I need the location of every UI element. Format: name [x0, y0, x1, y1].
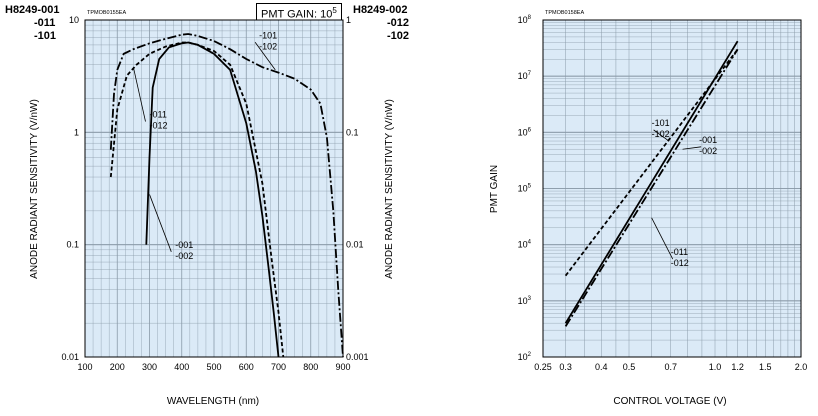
right-x-tick-label: 1.5 — [759, 362, 772, 372]
left-y-tick-label: 1 — [74, 127, 79, 137]
right-y-tick-label: 102 — [518, 352, 532, 362]
right-y-tick-label: 107 — [518, 71, 532, 81]
annotation-label: -002 — [699, 146, 717, 156]
left-figure-code: TPMOB0155EA — [87, 10, 126, 16]
annotation-leader — [132, 67, 146, 122]
annotation-label: -101 — [259, 30, 277, 40]
annotation-leader — [254, 42, 276, 71]
right-y-tick-label: 0.1 — [346, 127, 359, 137]
right-x-axis-label: CONTROL VOLTAGE (V) — [613, 396, 726, 407]
left-variant-1: -011 — [34, 17, 56, 29]
right-y-tick-label: 0.01 — [346, 240, 364, 250]
right-x-tick-label: 1.0 — [709, 362, 722, 372]
annotation-label: -102 — [259, 41, 277, 51]
right-model-name: H8249-002 — [353, 4, 408, 16]
right-y-tick-label: 104 — [518, 240, 532, 250]
gain-line-dashdot — [564, 48, 739, 327]
right-x-tick-label: 1.2 — [731, 362, 744, 372]
left-x-tick-label: 300 — [142, 362, 157, 372]
right-x-tick-label: 0.4 — [595, 362, 608, 372]
right-plot-frame — [542, 19, 802, 358]
left-model-label: H8249-001 -011 -101 — [5, 4, 59, 43]
right-x-tick-label: 0.7 — [664, 362, 677, 372]
right-chart-y-axis-label: PMT GAIN — [489, 165, 500, 213]
right-grid — [543, 19, 801, 358]
right-y-tick-label: 105 — [518, 184, 532, 194]
gain-line-dashed — [564, 48, 739, 277]
left-x-tick-label: 400 — [174, 362, 189, 372]
left-y-tick-label: 0.01 — [61, 352, 79, 362]
annotation-leader — [653, 129, 670, 142]
annotation-label: -102 — [652, 129, 670, 139]
right-figure-code: TPMOB0158EA — [545, 10, 584, 16]
annotation-label: -002 — [175, 251, 193, 261]
right-variant-2: -102 — [387, 30, 410, 42]
right-y-tick-label: 103 — [518, 296, 532, 306]
right-x-tick-label: 2.0 — [795, 362, 808, 372]
right-y-tick-label: 106 — [518, 127, 532, 137]
left-x-tick-label: 700 — [271, 362, 286, 372]
left-x-tick-label: 500 — [206, 362, 221, 372]
annotation-label: -012 — [150, 121, 168, 131]
left-y-tick-label: 0.1 — [66, 240, 79, 250]
right-variant-1: -012 — [387, 17, 410, 29]
annotation-label: -001 — [699, 135, 717, 145]
annotation-leader — [149, 194, 172, 252]
pmt-gain-exponent: 5 — [332, 6, 337, 15]
left-y-tick-label: 10 — [69, 15, 79, 25]
right-x-tick-label: 0.5 — [623, 362, 636, 372]
sensitivity-curve-solid — [145, 41, 280, 358]
right-y-axis-label: ANODE RADIANT SENSITIVITY (V/nW) — [384, 99, 395, 279]
left-x-tick-label: 200 — [110, 362, 125, 372]
annotation-label: -012 — [671, 258, 689, 268]
annotation-leader — [682, 146, 702, 150]
left-x-axis-label: WAVELENGTH (nm) — [167, 396, 259, 407]
annotation-label: -011 — [150, 110, 167, 120]
left-x-tick-label: 600 — [239, 362, 254, 372]
right-y-tick-label: 108 — [518, 15, 532, 25]
left-x-tick-label: 800 — [303, 362, 318, 372]
right-y-tick-label: 1 — [346, 15, 351, 25]
left-y-axis-label: ANODE RADIANT SENSITIVITY (V/nW) — [29, 99, 40, 279]
pmt-gain-text: PMT GAIN: 10 — [261, 8, 333, 21]
right-model-label: H8249-002 -012 -102 — [353, 4, 409, 43]
right-x-tick-label: 0.3 — [559, 362, 572, 372]
left-plot-frame — [84, 19, 344, 358]
left-variant-2: -101 — [34, 30, 57, 42]
annotation-label: -011 — [671, 247, 688, 257]
annotation-leader — [651, 217, 674, 260]
annotation-label: -101 — [652, 118, 670, 128]
right-x-tick-label: 0.25 — [534, 362, 552, 372]
left-model-name: H8249-001 — [5, 4, 60, 16]
right-y-tick-label: 0.001 — [346, 352, 369, 362]
sensitivity-curve-dashdot — [109, 33, 344, 358]
sensitivity-curve-dashed — [109, 41, 285, 358]
left-x-tick-label: 100 — [77, 362, 92, 372]
annotation-label: -001 — [175, 240, 193, 250]
left-x-tick-label: 900 — [335, 362, 350, 372]
